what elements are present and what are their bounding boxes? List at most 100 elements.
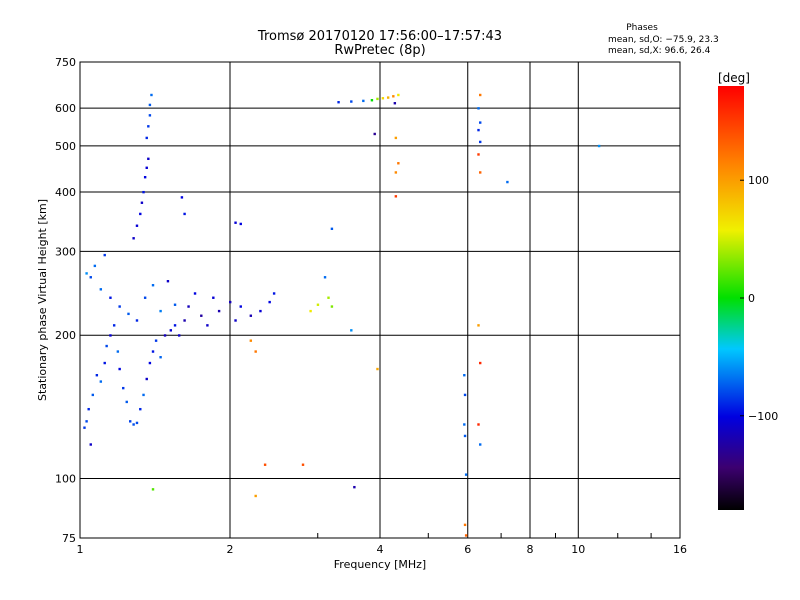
data-point xyxy=(259,309,262,313)
y-tick-label: 200 xyxy=(55,329,76,342)
data-point xyxy=(118,367,121,371)
data-point xyxy=(118,305,121,308)
stats-o-mode: mean, sd,O: −75.9, 23.3 xyxy=(608,35,719,45)
data-point xyxy=(180,196,184,199)
data-point xyxy=(140,201,144,204)
data-point xyxy=(477,128,480,132)
data-point xyxy=(394,171,398,174)
data-point xyxy=(316,303,320,306)
data-point xyxy=(370,99,374,102)
data-point xyxy=(350,100,353,103)
data-point xyxy=(362,99,365,103)
x-tick-label: 8 xyxy=(527,543,534,556)
data-point xyxy=(151,284,155,287)
colorbar-label: [deg] xyxy=(718,71,750,85)
data-point xyxy=(463,374,466,377)
data-point xyxy=(463,393,467,397)
y-axis-ticks: 75 100 200 300 400 500 600 750 xyxy=(55,56,76,545)
data-point xyxy=(177,334,181,337)
data-point xyxy=(479,140,482,144)
stats-title: Phases xyxy=(626,23,658,33)
data-point xyxy=(330,227,334,231)
data-point xyxy=(91,393,95,397)
x-tick-label: 1 xyxy=(77,543,84,556)
data-point xyxy=(272,292,276,295)
y-tick-label: 750 xyxy=(55,56,76,69)
data-point xyxy=(376,367,379,371)
data-point xyxy=(139,407,142,411)
y-tick-label: 600 xyxy=(55,102,76,115)
data-point xyxy=(173,324,177,327)
data-point xyxy=(309,309,312,313)
data-point xyxy=(234,319,237,322)
data-point xyxy=(397,162,400,165)
data-point xyxy=(173,303,177,306)
data-point xyxy=(229,300,232,304)
data-point xyxy=(105,344,108,348)
data-point xyxy=(89,276,92,279)
y-tick-label: 500 xyxy=(55,140,76,153)
data-point xyxy=(392,95,395,98)
y-axis-label: Stationary phase Virtual Height [km] xyxy=(36,199,49,401)
colorbar-tick-label: −100 xyxy=(748,410,778,423)
data-point xyxy=(99,288,103,291)
data-point xyxy=(135,224,139,227)
data-point xyxy=(463,523,467,527)
x-tick-label: 2 xyxy=(227,543,234,556)
data-point xyxy=(479,171,482,174)
data-point xyxy=(145,377,148,381)
data-point xyxy=(169,329,173,332)
data-point xyxy=(109,334,112,337)
data-point xyxy=(477,423,480,426)
data-point xyxy=(397,93,400,97)
data-point xyxy=(200,314,203,317)
data-point xyxy=(330,305,334,308)
data-point xyxy=(479,93,482,97)
data-point xyxy=(150,93,153,97)
data-point xyxy=(147,157,150,161)
x-tick-label: 6 xyxy=(464,543,471,556)
data-point xyxy=(142,393,145,397)
y-tick-label: 300 xyxy=(55,245,76,258)
data-point xyxy=(99,380,103,383)
data-point xyxy=(143,296,147,299)
chart-title-line1: Tromsø 20170120 17:56:00–17:57:43 xyxy=(257,29,502,44)
data-point xyxy=(464,534,468,537)
data-point xyxy=(83,426,86,429)
x-tick-label: 10 xyxy=(571,543,585,556)
data-point xyxy=(148,361,152,365)
data-point xyxy=(337,101,340,104)
data-point xyxy=(212,296,215,299)
data-point xyxy=(159,356,162,359)
colorbar-ticks: 100 0 −100 xyxy=(740,174,778,423)
data-point xyxy=(376,97,379,101)
data-point xyxy=(135,319,139,322)
data-point xyxy=(95,374,99,377)
data-point xyxy=(143,175,147,179)
data-points xyxy=(83,93,601,537)
data-point xyxy=(477,153,480,156)
data-point xyxy=(166,280,170,283)
data-point xyxy=(479,443,482,446)
data-point xyxy=(85,272,88,275)
data-point xyxy=(122,386,125,390)
data-point xyxy=(353,485,356,489)
data-point xyxy=(234,221,237,224)
data-point xyxy=(163,334,167,337)
data-point xyxy=(109,296,112,299)
data-point xyxy=(239,222,242,226)
data-point xyxy=(249,314,253,317)
data-point xyxy=(373,132,376,136)
colorbar xyxy=(718,86,744,510)
colorbar-tick-label: 0 xyxy=(748,292,755,305)
y-tick-label: 75 xyxy=(62,532,76,545)
data-point xyxy=(103,361,106,365)
data-point xyxy=(125,400,128,404)
data-point xyxy=(103,253,106,257)
data-point xyxy=(142,190,145,194)
data-point xyxy=(183,319,186,322)
data-point xyxy=(268,300,271,304)
data-point xyxy=(129,420,132,423)
data-point xyxy=(148,103,152,107)
